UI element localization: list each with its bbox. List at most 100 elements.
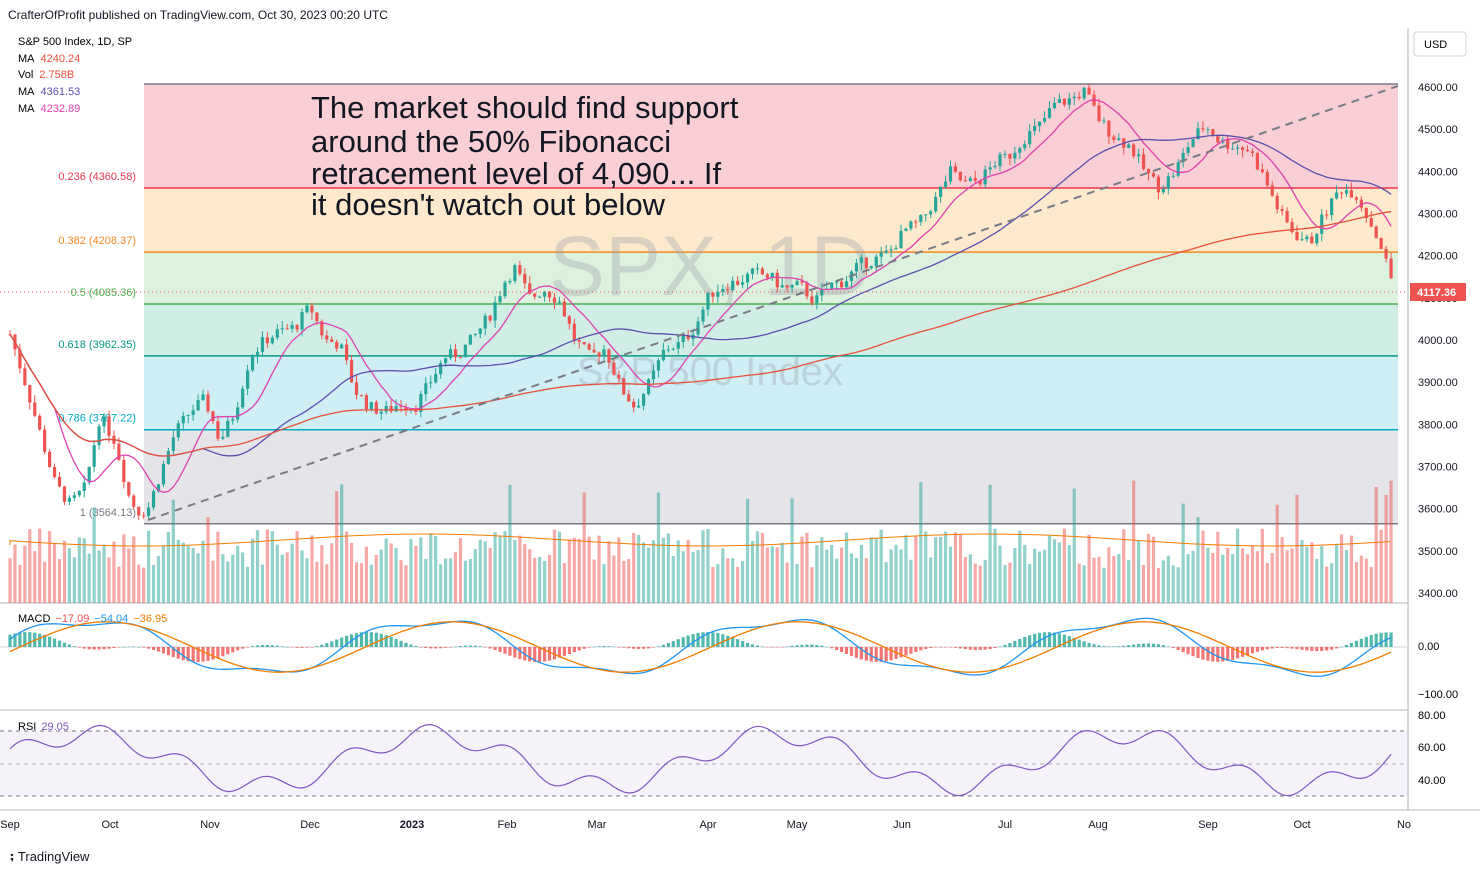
macd-hist-bar: [166, 647, 170, 656]
macd-hist-bar: [265, 645, 269, 647]
volume-bar: [899, 549, 903, 603]
candle-body: [87, 466, 91, 483]
volume-bar: [973, 563, 977, 603]
macd-hist-bar: [760, 646, 764, 648]
candle-body: [612, 362, 616, 375]
fib-label-0.236: 0.236 (4360.58): [58, 171, 136, 183]
macd-hist-bar: [434, 647, 438, 649]
macd-hist-bar: [533, 647, 537, 662]
candle-body: [92, 445, 96, 467]
volume-bar: [538, 556, 542, 603]
candle-body: [488, 315, 492, 321]
candle-body: [567, 316, 571, 324]
macd-hist-bar: [1280, 647, 1284, 648]
volume-bar: [1275, 504, 1279, 603]
macd-hist-bar: [849, 647, 854, 656]
candle-body: [1260, 169, 1264, 173]
macd-hist-bar: [651, 647, 656, 648]
macd-hist-bar: [948, 647, 953, 648]
candle-body: [285, 328, 289, 330]
macd-hist-bar: [676, 639, 680, 647]
macd-hist-bar: [642, 647, 646, 649]
candle-body: [399, 405, 403, 408]
candle-body: [1181, 152, 1185, 163]
rsi-tick-0: 80.00: [1418, 710, 1446, 722]
volume-bar: [1226, 547, 1230, 603]
fib-label-0.5: 0.5 (4085.36): [71, 287, 136, 299]
macd-hist-bar: [1255, 647, 1259, 652]
macd-hist-bar: [953, 647, 958, 648]
candle-body: [226, 420, 230, 437]
macd-hist-bar: [1250, 647, 1255, 654]
candle-body: [1250, 151, 1255, 153]
candle-body: [602, 349, 606, 357]
macd-hist-bar: [1102, 646, 1106, 647]
candle-body: [1156, 176, 1160, 193]
volume-bar: [335, 491, 339, 603]
macd-hist-bar: [1176, 647, 1180, 651]
price-tick: 4300.00: [1418, 209, 1458, 221]
candle-body: [666, 349, 670, 351]
candle-body: [557, 301, 562, 303]
macd-hist-bar: [1132, 644, 1136, 647]
volume-bar: [894, 544, 898, 603]
macd-hist-bar: [1072, 637, 1076, 647]
candle-body: [429, 382, 433, 384]
volume-bar: [1221, 554, 1225, 603]
macd-hist-bar: [216, 647, 220, 659]
volume-bar: [1255, 551, 1259, 603]
volume-bar: [1102, 567, 1106, 603]
macd-hist-bar: [731, 637, 735, 647]
candle-body: [374, 402, 378, 414]
volume-bar: [260, 564, 265, 603]
candle-body: [498, 296, 502, 303]
volume-bar: [1171, 565, 1175, 603]
candle-body: [280, 328, 284, 330]
candle-body: [127, 482, 131, 496]
price-tick: 3800.00: [1418, 419, 1458, 431]
candle-body: [176, 423, 180, 438]
volume-bar: [547, 554, 552, 603]
candle-body: [320, 321, 324, 336]
time-tick: Oct: [1293, 819, 1310, 831]
price-tick: 3900.00: [1418, 377, 1458, 389]
candle-body: [142, 515, 146, 517]
candle-body: [968, 178, 972, 182]
volume-bar: [285, 552, 289, 603]
macd-hist-bar: [528, 647, 532, 662]
candle-body: [993, 166, 997, 168]
candle-body: [750, 268, 755, 274]
volume-bar: [879, 529, 883, 603]
candle-body: [1290, 222, 1294, 233]
candle-body: [587, 344, 591, 350]
candle-body: [706, 292, 710, 310]
volume-bar: [523, 544, 527, 603]
candle-body: [1275, 195, 1279, 210]
volume-bar: [686, 539, 690, 603]
macd-hist-bar: [290, 647, 294, 648]
macd-hist-bar: [77, 647, 81, 648]
volume-bar: [468, 558, 472, 603]
candle-body: [1245, 149, 1250, 152]
candle-body: [132, 495, 136, 507]
candle-body: [394, 405, 398, 412]
macd-hist-bar: [632, 647, 636, 649]
macd-hist-bar: [1295, 647, 1299, 650]
volume-bar: [676, 540, 680, 603]
footer-brand[interactable]: ⨟ TradingView: [10, 848, 89, 864]
volume-bar: [1067, 545, 1071, 603]
macd-hist-bar: [1146, 643, 1151, 647]
macd-hist-bar: [1042, 632, 1047, 647]
candle-body: [1300, 239, 1304, 241]
volume-bar: [602, 564, 606, 603]
volume-bar: [1013, 548, 1017, 603]
legend-ma2: MA 4361.53: [18, 86, 80, 98]
candle-body: [1107, 120, 1111, 137]
macd-hist-bar: [463, 645, 467, 647]
volume-bar: [988, 484, 992, 603]
candle-body: [82, 482, 86, 491]
candle-body: [775, 272, 779, 288]
currency-button[interactable]: [1413, 31, 1467, 57]
candle-body: [1018, 148, 1022, 153]
